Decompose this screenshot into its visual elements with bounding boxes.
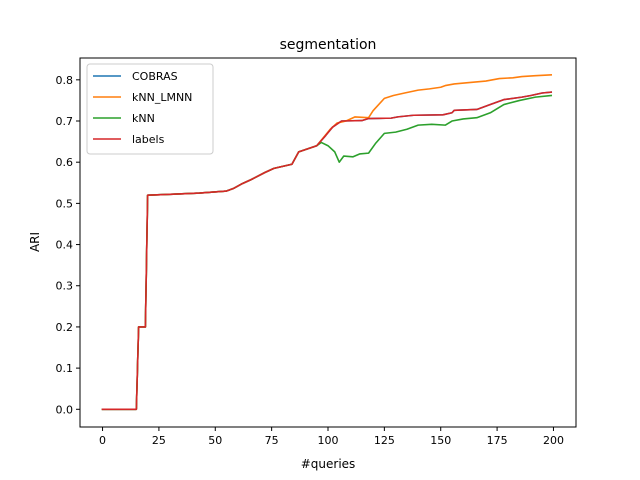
legend-label: kNN xyxy=(132,112,155,125)
x-tick-label: 0 xyxy=(99,434,106,447)
x-tick-label: 75 xyxy=(265,434,279,447)
y-tick-label: 0.4 xyxy=(56,239,74,252)
x-axis-ticks: 0 25 50 75 100 125 150 175 200 xyxy=(99,427,564,447)
legend: COBRAS kNN_LMNN kNN labels xyxy=(86,63,214,155)
x-tick-label: 150 xyxy=(430,434,451,447)
legend-frame xyxy=(86,63,214,155)
legend-label: COBRAS xyxy=(132,70,178,83)
y-tick-label: 0.5 xyxy=(56,197,74,210)
y-tick-label: 0.7 xyxy=(56,115,74,128)
y-tick-label: 0.0 xyxy=(56,403,74,416)
x-tick-label: 50 xyxy=(208,434,222,447)
y-tick-label: 0.3 xyxy=(56,280,74,293)
x-tick-label: 200 xyxy=(543,434,564,447)
y-tick-label: 0.2 xyxy=(56,321,74,334)
legend-label: kNN_LMNN xyxy=(132,91,192,104)
x-tick-label: 100 xyxy=(318,434,339,447)
y-tick-label: 0.8 xyxy=(56,74,74,87)
x-tick-label: 175 xyxy=(487,434,508,447)
y-axis-ticks: 0.0 0.1 0.2 0.3 0.4 0.5 0.6 0.7 0.8 xyxy=(56,74,80,416)
x-tick-label: 125 xyxy=(374,434,395,447)
series-line-labels xyxy=(101,91,553,411)
y-tick-label: 0.6 xyxy=(56,156,74,169)
y-tick-label: 0.1 xyxy=(56,362,74,375)
x-axis-label: #queries xyxy=(301,457,356,471)
y-axis-label: ARI xyxy=(28,232,42,252)
chart-title: segmentation xyxy=(280,37,377,53)
x-tick-label: 25 xyxy=(152,434,166,447)
series-layer xyxy=(101,74,553,411)
legend-label: labels xyxy=(132,133,165,146)
